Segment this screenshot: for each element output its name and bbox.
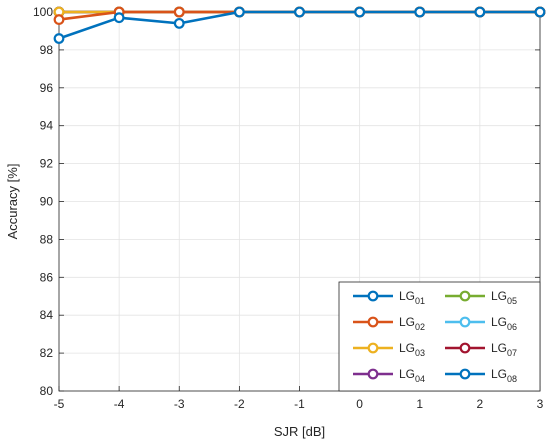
- grid-layer: [58, 11, 541, 392]
- legend-label-base: LG: [491, 341, 507, 355]
- legend-entry-lg02: LG02: [353, 315, 425, 332]
- legend-swatch-marker: [459, 368, 471, 380]
- legend-label-base: LG: [491, 289, 507, 303]
- legend-swatch-marker: [367, 316, 379, 328]
- x-tick-label: -4: [114, 397, 125, 411]
- legend-label: LG06: [491, 315, 517, 332]
- legend-label-subscript: 08: [507, 374, 517, 384]
- x-tick-label: -1: [294, 397, 305, 411]
- x-tick-label: 1: [416, 397, 423, 411]
- legend-label-base: LG: [491, 367, 507, 381]
- y-tick-label: 88: [40, 232, 54, 246]
- data-point-lg02: [173, 6, 185, 18]
- legend-entry-lg07: LG07: [445, 341, 517, 358]
- series-layer: [53, 6, 546, 44]
- legend-swatch-marker: [459, 290, 471, 302]
- data-point-lg01: [173, 17, 185, 29]
- legend-label-base: LG: [399, 367, 415, 381]
- legend-swatch-marker: [367, 290, 379, 302]
- y-tick-label: 94: [40, 119, 54, 133]
- x-tick-label: -5: [54, 397, 65, 411]
- y-tick-label: 100: [33, 5, 53, 19]
- legend-label-base: LG: [399, 315, 415, 329]
- legend-label: LG01: [399, 289, 425, 306]
- y-tick-label: 98: [40, 43, 54, 57]
- legend-label: LG05: [491, 289, 517, 306]
- x-tick-label: 0: [356, 397, 363, 411]
- legend-entry-lg05: LG05: [445, 289, 517, 306]
- data-point-lg02: [53, 14, 65, 25]
- legend-swatch-marker: [459, 342, 471, 354]
- x-tick-label: 3: [537, 397, 544, 411]
- legend-label: LG02: [399, 315, 425, 332]
- legend-swatch-marker: [459, 316, 471, 328]
- data-point-lg01: [294, 6, 305, 18]
- data-point-lg01: [414, 6, 426, 18]
- y-tick-label: 92: [40, 157, 54, 171]
- legend-label: LG04: [399, 367, 425, 384]
- data-point-lg01: [233, 6, 245, 18]
- y-tick-label: 80: [40, 384, 54, 398]
- legend-label-base: LG: [491, 315, 507, 329]
- y-tick-label: 90: [40, 195, 54, 209]
- legend-label: LG03: [399, 341, 425, 358]
- series-lg01: [53, 6, 546, 44]
- legend-swatch-marker: [367, 368, 379, 380]
- data-point-lg01: [354, 6, 366, 18]
- legend-entry-lg01: LG01: [353, 289, 425, 306]
- legend-label-base: LG: [399, 289, 415, 303]
- data-point-lg01: [113, 12, 125, 24]
- y-tick-label: 84: [40, 308, 54, 322]
- y-tick-label: 82: [40, 346, 54, 360]
- x-tick-label: -3: [174, 397, 185, 411]
- y-tick-label: 86: [40, 270, 54, 284]
- y-tick-label: 96: [40, 81, 54, 95]
- legend-label-subscript: 06: [507, 322, 517, 332]
- y-axis-label: Accuracy [%]: [5, 164, 20, 240]
- legend-label: LG08: [491, 367, 517, 384]
- legend-entry-lg04: LG04: [353, 367, 425, 384]
- x-axis-label: SJR [dB]: [274, 424, 325, 439]
- legend-entry-lg08: LG08: [445, 367, 517, 384]
- data-point-lg01: [474, 6, 486, 18]
- legend-label-subscript: 03: [415, 348, 425, 358]
- x-tick-label: -2: [234, 397, 245, 411]
- legend-label-subscript: 05: [507, 296, 517, 306]
- data-point-lg01: [534, 6, 546, 18]
- data-point-lg01: [53, 33, 65, 44]
- legend-entry-lg03: LG03: [353, 341, 425, 358]
- legend-label-subscript: 01: [415, 296, 425, 306]
- x-tick-label: 2: [477, 397, 484, 411]
- legend-label-base: LG: [399, 341, 415, 355]
- legend-entry-lg06: LG06: [445, 315, 517, 332]
- legend-swatch-marker: [367, 342, 379, 354]
- legend-label-subscript: 04: [415, 374, 425, 384]
- legend-label-subscript: 07: [507, 348, 517, 358]
- legend-label: LG07: [491, 341, 517, 358]
- legend-label-subscript: 02: [415, 322, 425, 332]
